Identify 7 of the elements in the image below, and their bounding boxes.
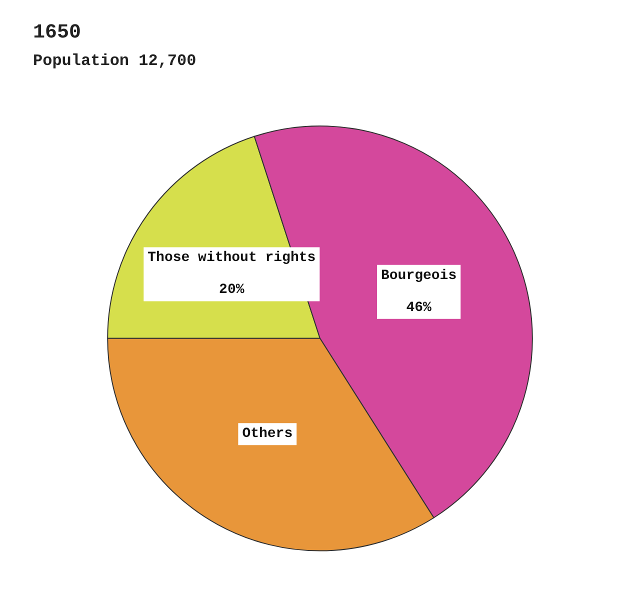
slice-label: Those without rights	[148, 250, 316, 266]
slice-label: Others	[242, 426, 293, 442]
data-label: 20%	[219, 282, 245, 298]
data-label: 46%	[406, 300, 432, 316]
chart-title: 1650	[33, 22, 82, 44]
chart-subtitle: Population 12,700	[33, 52, 196, 70]
slice-label: Bourgeois	[380, 268, 457, 284]
